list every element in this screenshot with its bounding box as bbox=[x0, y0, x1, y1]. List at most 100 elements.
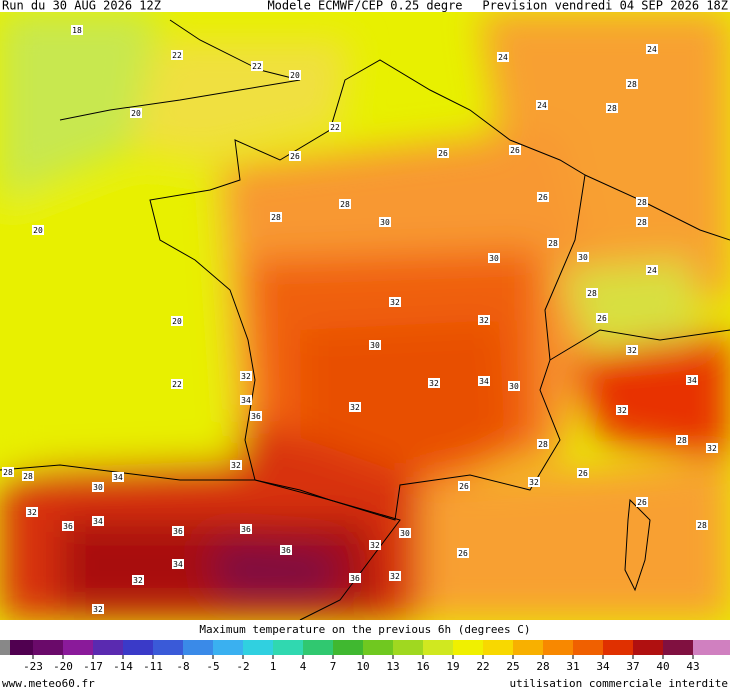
colorbar-tick-label: 4 bbox=[300, 660, 307, 673]
contour-label-box bbox=[172, 559, 184, 569]
contour-label: 24 bbox=[537, 101, 547, 110]
contour-label: 36 bbox=[350, 574, 360, 583]
colorbar-tick-label: 7 bbox=[330, 660, 337, 673]
contour-label: 22 bbox=[330, 123, 340, 132]
contour-label-box bbox=[636, 197, 648, 207]
contour-label: 26 bbox=[459, 482, 469, 491]
contour-label-box bbox=[488, 253, 500, 263]
contour-label: 20 bbox=[290, 71, 300, 80]
contour-label: 32 bbox=[241, 372, 251, 381]
contour-label: 32 bbox=[627, 346, 637, 355]
contour-label-box bbox=[250, 411, 262, 421]
contour-label-box bbox=[547, 238, 559, 248]
contour-label-box bbox=[369, 340, 381, 350]
colorbar-swatch bbox=[693, 640, 730, 655]
contour-label: 28 bbox=[3, 468, 13, 477]
contour-label: 22 bbox=[252, 62, 262, 71]
contour-label: 28 bbox=[637, 198, 647, 207]
colorbar-swatch bbox=[663, 640, 693, 655]
colorbar-tick-label: 22 bbox=[476, 660, 489, 673]
colorbar-tick-label: 40 bbox=[656, 660, 669, 673]
contour-label: 30 bbox=[489, 254, 499, 263]
contour-label: 20 bbox=[33, 226, 43, 235]
colorbar-tick-label: -23 bbox=[23, 660, 43, 673]
contour-label: 20 bbox=[172, 317, 182, 326]
contour-label: 24 bbox=[498, 53, 508, 62]
contour-label-box bbox=[399, 528, 411, 538]
contour-label: 32 bbox=[529, 478, 539, 487]
run-label: Run du 30 AUG 2026 12Z bbox=[2, 0, 161, 13]
contour-label: 26 bbox=[637, 498, 647, 507]
contour-label: 32 bbox=[133, 576, 143, 585]
contour-label-box bbox=[478, 376, 490, 386]
contour-label-box bbox=[171, 316, 183, 326]
contour-label-box bbox=[706, 443, 718, 453]
contour-label-box bbox=[62, 521, 74, 531]
contour-label: 28 bbox=[587, 289, 597, 298]
contour-label-box bbox=[92, 604, 104, 614]
contour-label: 34 bbox=[687, 376, 697, 385]
colorbar-tick-label: 19 bbox=[446, 660, 459, 673]
contour-label-box bbox=[626, 79, 638, 89]
contour-label-box bbox=[280, 545, 292, 555]
colorbar-tick-label: -11 bbox=[143, 660, 163, 673]
contour-label-box bbox=[428, 378, 440, 388]
contour-label: 28 bbox=[23, 472, 33, 481]
colorbar-swatch bbox=[0, 640, 10, 655]
contour-label: 28 bbox=[637, 218, 647, 227]
colorbar-swatch bbox=[273, 640, 303, 655]
contour-label: 30 bbox=[400, 529, 410, 538]
colorbar-swatch bbox=[393, 640, 423, 655]
contour-label-box bbox=[389, 571, 401, 581]
contour-label-box bbox=[577, 468, 589, 478]
contour-label-box bbox=[379, 217, 391, 227]
contour-label-box bbox=[696, 520, 708, 530]
contour-label: 36 bbox=[251, 412, 261, 421]
colorbar-tick-label: 16 bbox=[416, 660, 429, 673]
contour-label-box bbox=[270, 212, 282, 222]
contour-label-box bbox=[172, 526, 184, 536]
contour-label: 34 bbox=[113, 473, 123, 482]
contour-label-box bbox=[71, 25, 83, 35]
contour-label-box bbox=[537, 439, 549, 449]
contour-label-box bbox=[132, 575, 144, 585]
contour-label-box bbox=[437, 148, 449, 158]
contour-label-box bbox=[171, 50, 183, 60]
colorbar-swatch bbox=[213, 640, 243, 655]
contour-label-box bbox=[458, 481, 470, 491]
colorbar-swatch bbox=[573, 640, 603, 655]
contour-label: 22 bbox=[172, 380, 182, 389]
contour-label: 28 bbox=[548, 239, 558, 248]
contour-label: 28 bbox=[677, 436, 687, 445]
contour-label: 22 bbox=[172, 51, 182, 60]
contour-label-box bbox=[508, 381, 520, 391]
contour-label: 32 bbox=[429, 379, 439, 388]
contour-label: 32 bbox=[370, 541, 380, 550]
contour-label: 32 bbox=[479, 316, 489, 325]
contour-label: 24 bbox=[647, 266, 657, 275]
contour-label-box bbox=[349, 402, 361, 412]
contour-label: 30 bbox=[370, 341, 380, 350]
contour-label-box bbox=[349, 573, 361, 583]
contour-label-box bbox=[92, 482, 104, 492]
colorbar-swatch bbox=[453, 640, 483, 655]
colorbar-tick-label: -20 bbox=[53, 660, 73, 673]
borders bbox=[0, 19, 730, 621]
colorbar-tick-label: 34 bbox=[596, 660, 610, 673]
contour-label-box bbox=[2, 467, 14, 477]
contour-label: 28 bbox=[340, 200, 350, 209]
colorbar-swatch bbox=[63, 640, 93, 655]
contour-label-box bbox=[389, 297, 401, 307]
colorbar-swatch bbox=[33, 640, 63, 655]
contour-label: 32 bbox=[350, 403, 360, 412]
contour-label-box bbox=[369, 540, 381, 550]
contour-label: 36 bbox=[281, 546, 291, 555]
colorbar-tick-label: -2 bbox=[236, 660, 249, 673]
contour-label-box bbox=[497, 52, 509, 62]
contour-label: 32 bbox=[707, 444, 717, 453]
colorbar-swatch bbox=[423, 640, 453, 655]
colorbar-swatch bbox=[153, 640, 183, 655]
contour-label: 28 bbox=[271, 213, 281, 222]
contour-label: 36 bbox=[241, 525, 251, 534]
